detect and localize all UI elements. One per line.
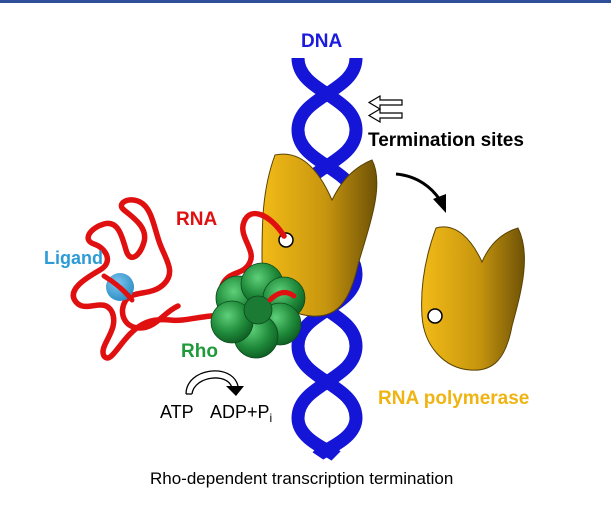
rna-polymerase-released-site — [427, 308, 443, 324]
rna-strand-over-ligand — [101, 273, 135, 303]
adp-pi-main: ADP+P — [210, 402, 270, 422]
rna-label: RNA — [176, 209, 217, 230]
ligand-label: Ligand — [44, 248, 103, 268]
termination-arrows-icon — [367, 94, 403, 124]
figure-caption: Rho-dependent transcription termination — [150, 469, 453, 488]
rna-polymerase-label: RNA polymerase — [378, 388, 529, 409]
rho-label: Rho — [181, 341, 218, 362]
curved-arrow-icon — [395, 172, 446, 213]
circular-arrow-icon — [185, 370, 244, 396]
atp-label: ATP — [160, 402, 194, 422]
adp-pi-label: ADP+Pi — [210, 402, 272, 425]
rna-polymerase-bound — [261, 153, 378, 317]
dna-label: DNA — [301, 31, 342, 52]
adp-pi-subscript: i — [270, 411, 273, 425]
termination-sites-label: Termination sites — [368, 130, 524, 151]
rho-hexamer — [210, 262, 306, 359]
rna-polymerase-released — [421, 226, 525, 371]
rna-strand-through-rho — [267, 290, 297, 303]
top-rule — [0, 0, 611, 3]
